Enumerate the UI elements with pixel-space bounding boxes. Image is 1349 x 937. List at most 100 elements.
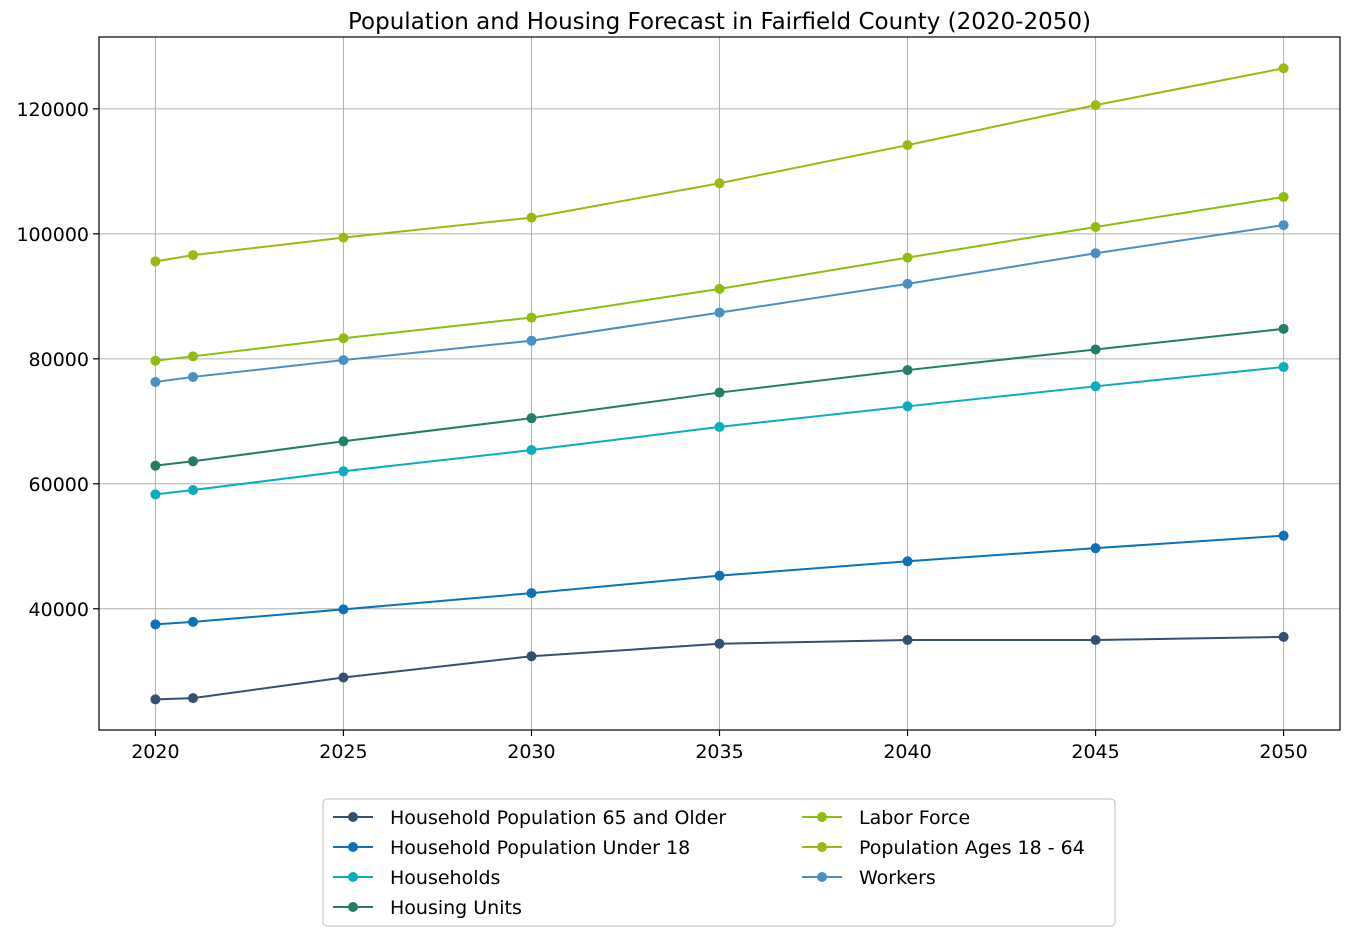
data-point — [150, 619, 161, 630]
data-point — [902, 140, 913, 151]
legend-item: Labor Force — [802, 807, 970, 829]
legend-item: Housing Units — [333, 897, 522, 919]
legend-swatch-marker — [817, 872, 827, 882]
data-point — [1090, 344, 1101, 355]
series-3 — [150, 323, 1289, 471]
legend-label: Workers — [859, 867, 936, 889]
data-point — [1278, 631, 1289, 642]
data-point — [1090, 543, 1101, 554]
data-point — [714, 638, 725, 649]
series-line — [155, 327, 1284, 467]
legend-swatch-marker — [348, 902, 358, 912]
legend-swatch-marker — [817, 812, 827, 822]
data-point — [150, 355, 161, 366]
data-point — [902, 365, 913, 376]
legend-item: Household Population 65 and Older — [333, 807, 726, 829]
data-point — [338, 333, 349, 344]
legend-label: Labor Force — [859, 807, 970, 829]
data-point — [1278, 220, 1289, 231]
series-2 — [150, 361, 1289, 500]
data-point — [714, 283, 725, 294]
data-point — [1090, 100, 1101, 111]
data-point — [714, 421, 725, 432]
legend-swatch-marker — [348, 872, 358, 882]
data-point — [188, 351, 199, 362]
data-point — [526, 445, 537, 456]
data-point — [714, 570, 725, 581]
y-tick-label: 100000 — [16, 224, 89, 246]
data-point — [1278, 191, 1289, 202]
x-tick-label: 2025 — [319, 741, 367, 763]
data-point — [526, 413, 537, 424]
data-point — [1090, 635, 1101, 646]
series-line — [155, 67, 1284, 263]
data-point — [188, 485, 199, 496]
data-point — [1090, 221, 1101, 232]
x-tick-label: 2035 — [695, 741, 743, 763]
chart-title: Population and Housing Forecast in Fairf… — [348, 9, 1091, 35]
grid — [99, 37, 1340, 730]
legend: Household Population 65 and Older Househo… — [322, 798, 1116, 927]
data-point — [1278, 361, 1289, 372]
data-point — [526, 312, 537, 323]
data-point — [150, 694, 161, 705]
data-point — [338, 672, 349, 683]
series-6 — [150, 220, 1289, 387]
series-5 — [150, 63, 1289, 267]
data-point — [714, 387, 725, 398]
data-point — [1090, 381, 1101, 392]
y-tick-label: 120000 — [16, 99, 89, 121]
data-point — [526, 651, 537, 662]
series-line — [155, 195, 1284, 362]
data-point — [1278, 63, 1289, 74]
x-tick-label: 2030 — [507, 741, 555, 763]
data-point — [188, 371, 199, 382]
data-point — [1090, 248, 1101, 259]
axis-ticks: 2020 2025 2030 2035 2040 2045 2050 40000 60000 80… — [16, 99, 1307, 763]
data-point — [188, 250, 199, 261]
legend-item: Households — [333, 867, 500, 889]
data-point — [338, 436, 349, 447]
x-tick-label: 2050 — [1259, 741, 1307, 763]
data-point — [1278, 323, 1289, 334]
data-point — [188, 456, 199, 467]
series-line — [155, 635, 1284, 701]
data-point — [902, 401, 913, 412]
x-tick-label: 2045 — [1071, 741, 1119, 763]
series-lines — [150, 63, 1289, 705]
legend-swatch-marker — [348, 812, 358, 822]
series-line — [155, 365, 1284, 496]
data-point — [338, 604, 349, 615]
data-point — [150, 460, 161, 471]
data-point — [902, 635, 913, 646]
data-point — [714, 178, 725, 189]
data-point — [338, 232, 349, 243]
data-point — [526, 588, 537, 599]
y-tick-label: 80000 — [29, 349, 89, 371]
legend-label: Household Population Under 18 — [390, 837, 690, 859]
legend-item: Population Ages 18 - 64 — [802, 837, 1085, 859]
data-point — [526, 335, 537, 346]
legend-label: Households — [390, 867, 500, 889]
series-0 — [150, 631, 1289, 705]
legend-box — [322, 798, 1116, 927]
x-tick-label: 2040 — [883, 741, 931, 763]
data-point — [338, 355, 349, 366]
series-line — [155, 534, 1284, 626]
legend-label: Housing Units — [390, 897, 522, 919]
legend-swatch-marker — [348, 842, 358, 852]
legend-item: Household Population Under 18 — [333, 837, 690, 859]
data-point — [526, 212, 537, 223]
data-point — [338, 466, 349, 477]
series-4 — [150, 191, 1289, 366]
y-tick-label: 40000 — [29, 599, 89, 621]
data-point — [150, 256, 161, 267]
y-tick-label: 60000 — [29, 474, 89, 496]
data-point — [150, 376, 161, 387]
legend-item: Workers — [802, 867, 936, 889]
data-point — [902, 278, 913, 289]
data-point — [714, 307, 725, 318]
data-point — [1278, 530, 1289, 541]
data-point — [150, 489, 161, 500]
